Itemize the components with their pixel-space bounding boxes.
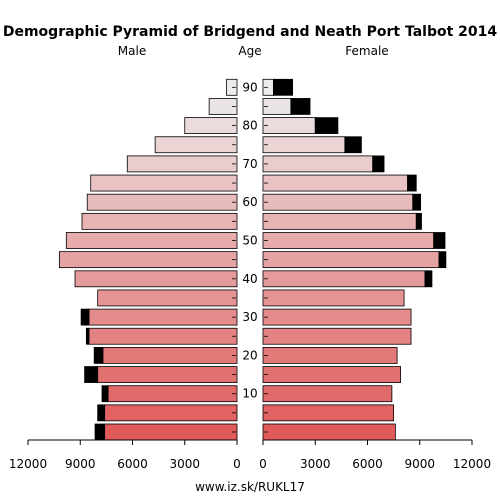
female-x-tick-label: 6000 — [352, 457, 383, 471]
male-bar-20-24 — [102, 346, 238, 364]
age-tick-label: 80 — [242, 119, 257, 133]
male-bar-75-79 — [154, 136, 238, 154]
female-bar-60-64 — [262, 193, 414, 211]
female-bar-15-19 — [262, 366, 401, 383]
male-bar-40-44 — [74, 270, 238, 288]
source-footer: www.iz.sk/RUKL17 — [195, 480, 305, 494]
male-bar-80-84 — [184, 117, 238, 134]
age-tick-label: 20 — [242, 348, 257, 362]
male-x-tick-label: 6000 — [117, 457, 148, 471]
female-bar-5-9 — [262, 404, 395, 422]
female-excess-50-54 — [433, 232, 446, 249]
male-excess-0-4 — [94, 423, 106, 441]
male-bar-25-29 — [88, 327, 238, 345]
female-bars — [262, 78, 447, 441]
female-bar-70-74 — [262, 155, 374, 173]
female-bar-40-44 — [262, 270, 426, 288]
male-bar-90+ — [226, 78, 238, 96]
age-tick-label: 70 — [242, 157, 257, 171]
female-excess-80-84 — [314, 117, 339, 134]
male-bar-45-49 — [58, 251, 238, 269]
female-excess-85-89 — [290, 98, 311, 115]
age-tick-label: 60 — [242, 195, 257, 209]
female-label: Female — [345, 44, 388, 58]
female-excess-70-74 — [372, 155, 385, 173]
male-bar-55-59 — [81, 212, 238, 230]
female-excess-55-59 — [415, 212, 422, 230]
male-excess-5-9 — [97, 404, 106, 422]
male-bar-65-69 — [90, 174, 238, 192]
female-bar-65-69 — [262, 174, 408, 192]
male-excess-15-19 — [84, 366, 99, 383]
female-bar-20-24 — [262, 346, 398, 364]
age-tick-label: 90 — [242, 80, 257, 94]
male-bar-0-4 — [104, 423, 238, 441]
male-bar-15-19 — [97, 366, 238, 383]
male-bar-60-64 — [86, 193, 238, 211]
age-label: Age — [238, 44, 261, 58]
chart-title: Demographic Pyramid of Bridgend and Neat… — [3, 24, 498, 40]
female-x-ticks: 0 3000 6000 9000 12000 — [259, 440, 491, 471]
female-x-tick-label: 0 — [259, 457, 267, 471]
female-x-tick-label: 9000 — [404, 457, 435, 471]
female-excess-65-69 — [407, 174, 417, 192]
female-bar-25-29 — [262, 327, 412, 345]
female-bar-55-59 — [262, 212, 417, 230]
age-tick-label: 30 — [242, 310, 257, 324]
female-excess-60-64 — [412, 193, 422, 211]
male-x-tick-label: 9000 — [65, 457, 96, 471]
age-tick-label: 10 — [242, 387, 257, 401]
female-excess-90+ — [273, 78, 294, 96]
male-bar-5-9 — [104, 404, 238, 422]
female-excess-75-79 — [344, 136, 362, 154]
male-x-tick-label: 0 — [233, 457, 241, 471]
male-excess-25-29 — [85, 327, 90, 345]
male-bar-10-14 — [107, 385, 238, 403]
age-ticks: 10 20 30 40 50 60 70 80 90 — [232, 80, 268, 433]
male-bars — [58, 78, 238, 441]
male-excess-10-14 — [101, 385, 109, 403]
female-bar-10-14 — [262, 385, 393, 403]
age-tick-label: 50 — [242, 234, 257, 248]
female-bar-50-54 — [262, 232, 435, 249]
male-x-ticks: 12000 9000 6000 3000 0 — [9, 440, 241, 471]
male-x-tick-label: 3000 — [169, 457, 200, 471]
female-x-tick-label: 3000 — [300, 457, 331, 471]
female-bar-35-39 — [262, 289, 405, 307]
female-bar-0-4 — [262, 423, 396, 441]
male-excess-30-34 — [80, 308, 90, 326]
female-x-tick-label: 12000 — [453, 457, 491, 471]
male-x-tick-label: 12000 — [9, 457, 47, 471]
age-tick-label: 40 — [242, 272, 257, 286]
male-bar-70-74 — [126, 155, 238, 173]
female-bar-75-79 — [262, 136, 346, 154]
male-bar-85-89 — [208, 98, 238, 115]
female-bar-30-34 — [262, 308, 412, 326]
female-excess-45-49 — [438, 251, 447, 269]
female-bar-80-84 — [262, 117, 316, 134]
male-excess-20-24 — [93, 346, 104, 364]
male-bar-30-34 — [88, 308, 238, 326]
male-label: Male — [118, 44, 146, 58]
male-bar-35-39 — [97, 289, 238, 307]
female-excess-40-44 — [424, 270, 433, 288]
male-bar-50-54 — [65, 232, 238, 249]
female-bar-45-49 — [262, 251, 440, 269]
